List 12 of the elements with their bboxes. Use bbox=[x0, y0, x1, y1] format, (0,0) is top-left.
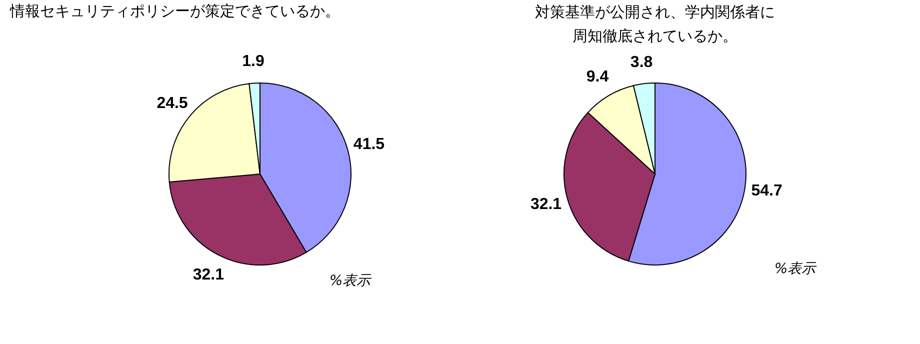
data-label: 32.1 bbox=[192, 266, 224, 284]
data-label: 24.5 bbox=[156, 94, 188, 112]
chart-title: 情報セキュリティポリシーが策定できているか。 bbox=[9, 2, 340, 20]
data-label: 1.9 bbox=[242, 53, 264, 70]
data-label: 3.8 bbox=[630, 54, 653, 71]
text: %表示 bbox=[329, 273, 373, 289]
data-label: 41.5 bbox=[353, 136, 385, 154]
data-label: 9.4 bbox=[586, 68, 609, 86]
data-label: 54.7 bbox=[751, 182, 782, 200]
text: %表示 bbox=[774, 261, 818, 277]
data-label: 32.1 bbox=[530, 196, 562, 213]
chart-title: 対策基準が公開され、学内関係者に周知徹底されているか。 bbox=[535, 2, 775, 45]
